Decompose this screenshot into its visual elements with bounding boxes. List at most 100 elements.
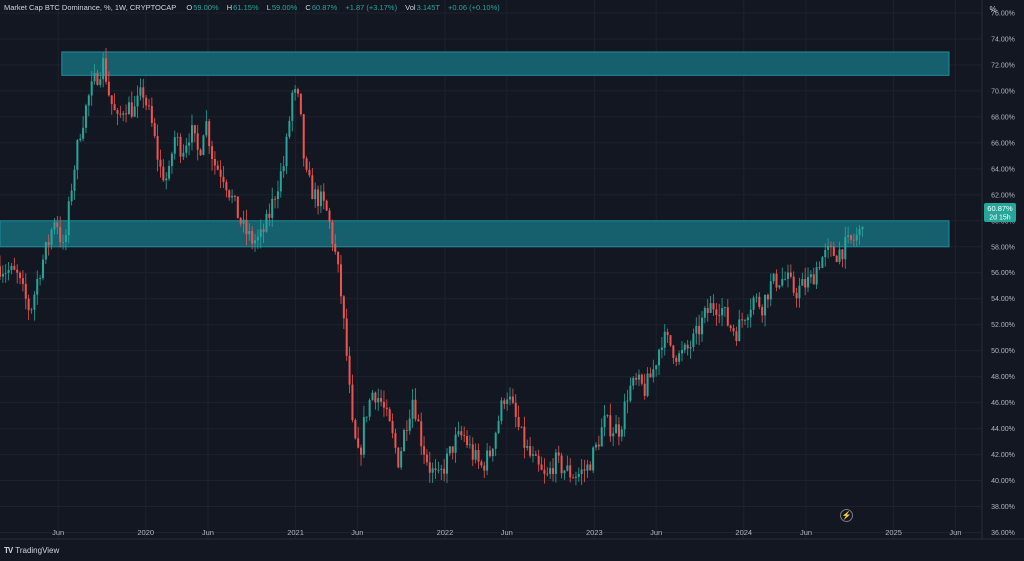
candle-body [156,136,159,160]
candle-body [523,426,526,448]
candle-body [73,169,76,191]
resistance-zone-upper [61,51,950,76]
candle-body [254,240,257,244]
candle-body [574,476,577,478]
y-tick-label: 50.00% [991,348,1015,355]
candle-body [557,452,560,456]
open-value: 59.00% [193,3,219,12]
candle-body [678,353,681,362]
candle-body [529,446,532,456]
candle-body [743,320,746,322]
time-axis[interactable]: Jun 2020 Jun 2021 Jun 2022 Jun 2023 Jun 2024 Jun 20… [52,528,961,537]
candles-layer [0,47,864,486]
candle-body [90,81,93,96]
candle-body [417,419,420,422]
candle-body [345,318,348,356]
candle-body [276,191,279,200]
candle-body [617,424,620,437]
candle-body [176,136,179,138]
candle-body [741,319,744,321]
candle-body [314,189,317,200]
x-tick-label: Jun [52,528,64,537]
percent-scale-button[interactable]: % [989,4,997,14]
candle-body [403,430,406,452]
price-tag-bg [984,203,1016,222]
candle-body [411,399,414,419]
candle-body [351,384,354,421]
price-axis[interactable]: 76.00% 74.00% 72.00% 70.00% 68.00% 66.00% 64.0… [991,10,1015,537]
candle-body [30,309,33,311]
candle-body [259,229,262,237]
candle-body [36,278,39,295]
candle-body [119,113,122,115]
candle-body [408,418,411,431]
candle-body [4,272,7,274]
candle-body [660,347,663,350]
candle-body [635,377,638,380]
candle-body [572,477,575,479]
candle-body [792,276,795,293]
candle-body [242,219,245,224]
candle-body [21,278,24,284]
candle-body [211,146,214,160]
candle-body [786,272,789,279]
candle-body [256,236,259,241]
candle-body [626,400,629,402]
candle-body [337,251,340,265]
candle-body [59,227,62,243]
candle-body [239,218,242,224]
candle-body [821,257,824,268]
candle-body [726,307,729,326]
candle-body [646,373,649,396]
candle-body [271,198,274,218]
candle-body [142,87,145,98]
candle-body [655,365,658,370]
candle-body [517,416,520,427]
candle-body [339,264,342,297]
candle-body [675,357,678,362]
symbol-title[interactable]: Market Cap BTC Dominance, %, 1W, CRYPTOC… [4,3,177,12]
candle-body [179,136,182,157]
candle-body [589,464,592,471]
candle-body [457,431,460,435]
candle-body [360,447,363,455]
candle-body [732,328,735,332]
candle-body [649,373,652,378]
candle-body [331,222,334,244]
lightning-icon[interactable]: ⚡ [840,509,853,522]
candle-body [291,92,294,121]
candle-body [534,454,537,456]
candle-body [431,468,434,473]
candle-body [850,235,853,240]
candle-body [858,229,861,235]
candle-body [718,314,721,316]
candle-body [285,136,288,167]
candle-body [818,267,821,269]
candle-body [855,234,858,241]
candle-body [463,435,466,437]
candle-body [663,331,666,348]
candle-body [245,219,248,235]
candle-body [637,374,640,380]
x-tick-label: Jun [650,528,662,537]
candle-body [24,283,27,299]
tradingview-logo[interactable]: TV TradingView [4,546,59,555]
candle-body [274,198,277,200]
candle-body [680,349,683,354]
candle-body [233,195,236,197]
y-tick-label: 44.00% [991,426,1015,433]
candle-body [440,468,443,470]
candle-body [712,303,715,310]
candle-body [683,344,686,350]
candle-body [110,95,113,105]
candle-body [113,104,116,111]
y-tick-label: 36.00% [991,530,1015,537]
candle-body [543,469,546,474]
candle-body [279,171,282,192]
candle-body [425,454,428,463]
candle-body [861,226,864,230]
candle-body [552,468,555,474]
candle-body [39,278,42,279]
candle-body [325,200,328,211]
